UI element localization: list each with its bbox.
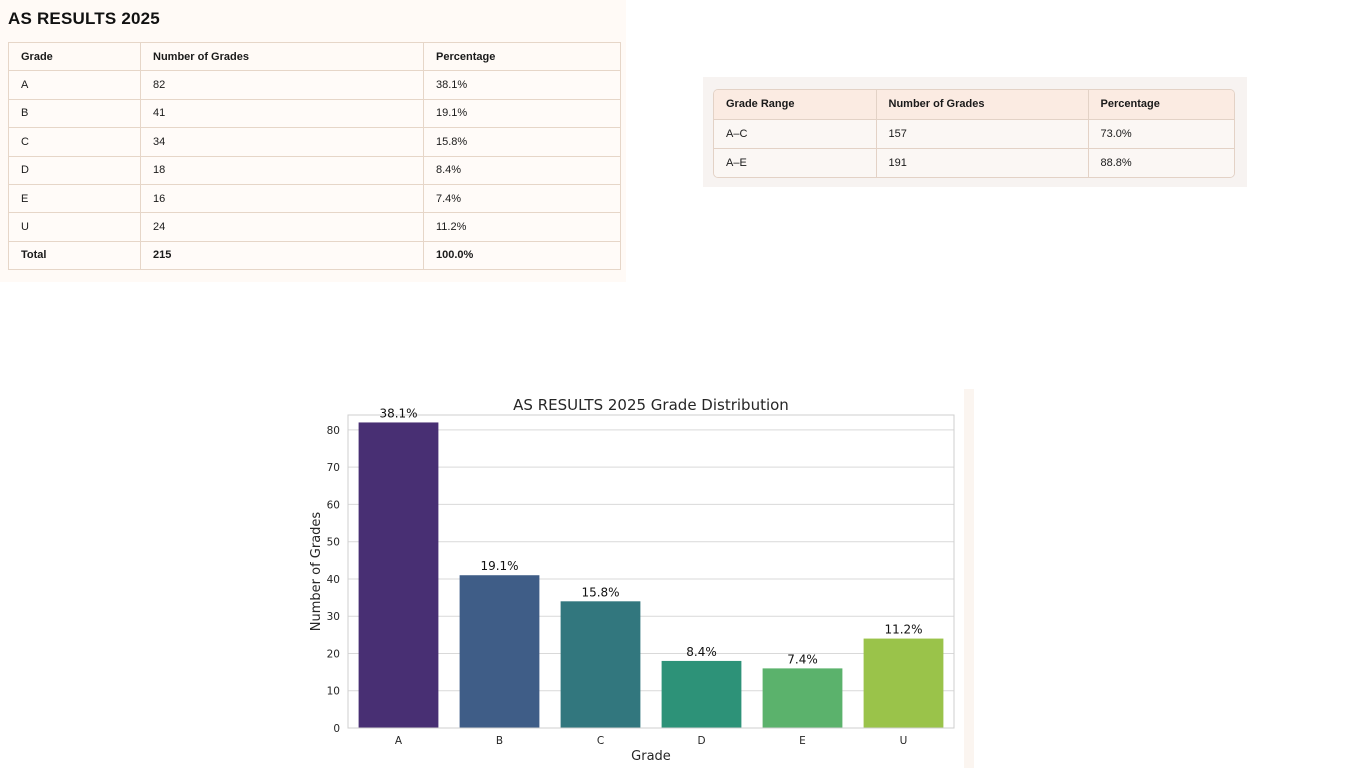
bar-data-label: 7.4% (787, 652, 818, 666)
percentage-cell: 11.2% (423, 212, 621, 242)
count-cell: 16 (140, 183, 424, 214)
bar-d (661, 660, 742, 728)
percentage-cell: 15.8% (423, 127, 621, 157)
x-tick-label: A (395, 735, 403, 747)
grade-cell: D (8, 155, 141, 185)
results-panel: AS RESULTS 2025 Grade Number of Grades P… (0, 0, 626, 282)
column-header-grade: Grade (8, 41, 141, 72)
percentage-cell: 73.0% (1088, 119, 1234, 150)
grade-distribution-chart: 0 10 20 30 40 50 60 70 80 38.1% A 19.1% B 15.8% C 8.4% D… (298, 389, 974, 768)
range-cell: A–C (714, 119, 877, 150)
column-header-count: Number of Grades (876, 90, 1089, 120)
grade-cell: C (8, 127, 141, 157)
table-row: E 16 7.4% (8, 183, 621, 214)
grades-table: Grade Number of Grades Percentage A 82 3… (8, 41, 621, 271)
x-tick-label: D (697, 735, 705, 747)
chart-canvas: 0 10 20 30 40 50 60 70 80 38.1% A 19.1% B 15.8% C 8.4% D… (309, 396, 955, 764)
count-cell: 82 (140, 70, 424, 100)
x-tick-label: B (496, 735, 503, 747)
grade-cell: B (8, 98, 141, 129)
bar-b (459, 575, 540, 728)
grade-range-panel: Grade Range Number of Grades Percentage … (703, 77, 1247, 187)
column-header-percentage: Percentage (1088, 90, 1234, 120)
bar-data-label: 19.1% (480, 559, 518, 573)
y-tick-label: 40 (327, 574, 340, 586)
table-row: A–E 191 88.8% (714, 148, 1234, 177)
bar-data-label: 38.1% (379, 406, 417, 420)
y-tick-label: 10 (327, 686, 340, 698)
table-row: D 18 8.4% (8, 155, 621, 185)
percentage-cell: 7.4% (423, 183, 621, 214)
total-label: Total (8, 240, 141, 271)
percentage-cell: 38.1% (423, 70, 621, 100)
count-cell: 191 (876, 148, 1089, 177)
y-tick-label: 80 (327, 425, 340, 437)
x-tick-label: U (900, 735, 908, 747)
table-row: B 41 19.1% (8, 98, 621, 129)
bar-data-label: 11.2% (884, 623, 922, 637)
y-axis-label: Number of Grades (309, 512, 324, 632)
plot-frame (347, 414, 955, 729)
table-header-row: Grade Number of Grades Percentage (8, 41, 621, 72)
column-header-grade-range: Grade Range (714, 90, 877, 120)
grade-cell: E (8, 183, 141, 214)
y-tick-label: 0 (333, 723, 340, 735)
column-header-count: Number of Grades (140, 41, 424, 72)
percentage-cell: 19.1% (423, 98, 621, 129)
grade-cell: A (8, 70, 141, 100)
page-title: AS RESULTS 2025 (8, 9, 160, 28)
chart-title: AS RESULTS 2025 Grade Distribution (513, 396, 789, 414)
total-percentage: 100.0% (423, 240, 621, 271)
count-cell: 157 (876, 119, 1089, 150)
y-tick-label: 50 (327, 537, 340, 549)
bar-a (358, 422, 439, 728)
range-cell: A–E (714, 148, 877, 177)
bar-e (762, 668, 843, 728)
count-cell: 24 (140, 212, 424, 242)
grade-range-table-frame: Grade Range Number of Grades Percentage … (713, 89, 1235, 178)
count-cell: 41 (140, 98, 424, 129)
column-header-percentage: Percentage (423, 41, 621, 72)
panel-edge (964, 389, 974, 768)
x-tick-label: E (799, 735, 806, 747)
table-row: A 82 38.1% (8, 70, 621, 100)
count-cell: 34 (140, 127, 424, 157)
table-row: U 24 11.2% (8, 212, 621, 242)
percentage-cell: 88.8% (1088, 148, 1234, 177)
y-tick-label: 30 (327, 611, 340, 623)
grade-range-table: Grade Range Number of Grades Percentage … (714, 90, 1234, 177)
total-row: Total 215 100.0% (8, 240, 621, 271)
x-tick-label: C (597, 735, 604, 747)
count-cell: 18 (140, 155, 424, 185)
y-tick-label: 20 (327, 648, 340, 660)
bar-u (863, 638, 944, 728)
y-tick-label: 70 (327, 462, 340, 474)
x-axis-label: Grade (631, 749, 671, 764)
table-row: C 34 15.8% (8, 127, 621, 157)
grade-cell: U (8, 212, 141, 242)
bar-data-label: 15.8% (581, 585, 619, 599)
total-count: 215 (140, 240, 424, 271)
percentage-cell: 8.4% (423, 155, 621, 185)
table-row: A–C 157 73.0% (714, 119, 1234, 150)
y-tick-label: 60 (327, 499, 340, 511)
table-header-row: Grade Range Number of Grades Percentage (714, 90, 1234, 120)
bar-c (560, 601, 641, 728)
bar-data-label: 8.4% (686, 645, 717, 659)
